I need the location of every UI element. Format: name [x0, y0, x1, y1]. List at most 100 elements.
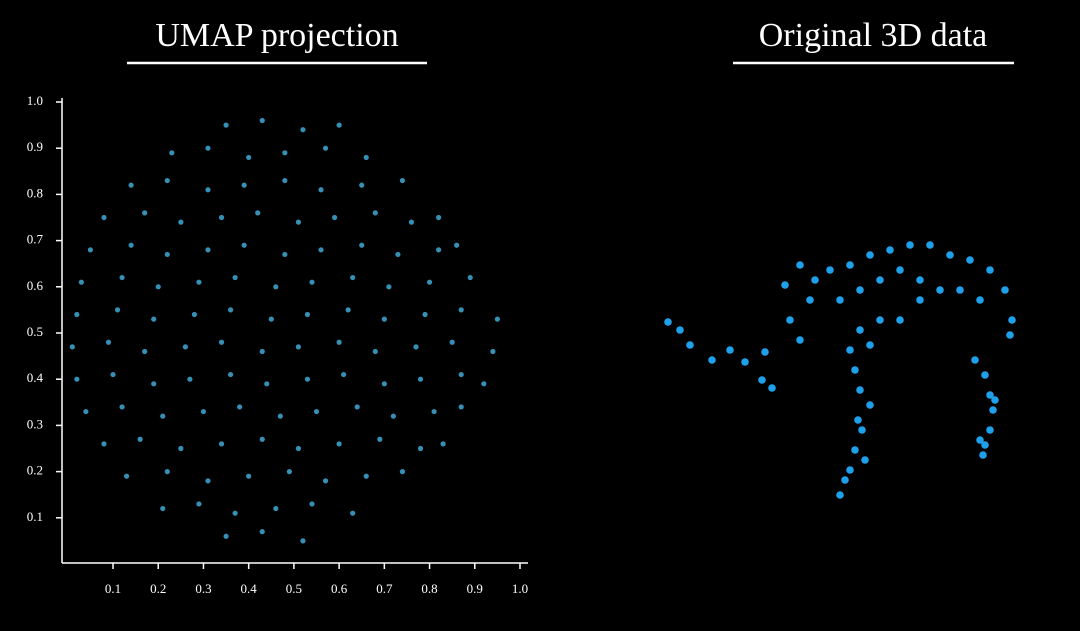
point	[232, 510, 238, 516]
point	[906, 241, 914, 249]
point	[708, 356, 716, 364]
point	[218, 214, 225, 221]
point	[169, 150, 175, 156]
point	[196, 279, 202, 285]
point	[372, 348, 378, 355]
point	[413, 344, 419, 350]
point	[350, 274, 356, 281]
point	[390, 413, 396, 419]
point	[856, 386, 864, 394]
point	[322, 145, 329, 151]
point	[182, 344, 188, 350]
point	[205, 478, 211, 484]
point	[354, 404, 360, 410]
point	[160, 413, 166, 419]
point	[436, 247, 442, 253]
y-tick-label: 0.1	[27, 509, 43, 524]
point	[237, 404, 243, 410]
point	[205, 187, 211, 193]
y-tick-label: 0.8	[27, 185, 43, 200]
point	[986, 426, 994, 434]
y-tick-label: 0.7	[27, 232, 44, 247]
point	[255, 210, 261, 216]
point	[886, 246, 894, 254]
point	[836, 491, 844, 499]
point	[796, 336, 804, 344]
y-tick-label: 0.3	[27, 416, 43, 431]
point	[417, 445, 424, 452]
point	[259, 117, 265, 124]
point	[223, 122, 229, 128]
point	[408, 219, 415, 225]
point	[381, 381, 387, 387]
y-tick-label: 1.0	[27, 93, 43, 108]
point	[187, 376, 193, 382]
point	[313, 408, 320, 415]
point	[155, 284, 161, 290]
point	[806, 296, 814, 304]
point	[426, 279, 433, 285]
point	[151, 316, 157, 322]
point	[331, 214, 338, 221]
point	[856, 326, 864, 334]
point	[282, 177, 288, 184]
point	[336, 441, 342, 447]
point	[395, 251, 401, 258]
point	[359, 242, 365, 248]
point	[458, 404, 464, 410]
point	[268, 316, 274, 322]
point	[232, 274, 238, 281]
point	[896, 266, 904, 274]
point	[741, 358, 749, 366]
point	[295, 219, 302, 225]
x-tick-label: 0.6	[331, 581, 348, 596]
point	[417, 376, 424, 382]
point	[218, 441, 225, 447]
point	[490, 348, 496, 355]
point	[981, 371, 989, 379]
point	[295, 445, 302, 452]
point	[74, 311, 80, 318]
point	[259, 436, 265, 442]
point	[241, 242, 247, 248]
point	[1001, 286, 1009, 294]
point	[458, 307, 464, 313]
point	[196, 501, 202, 507]
point	[758, 376, 766, 384]
original-title: Original 3D data	[759, 17, 988, 54]
point	[846, 261, 854, 269]
point	[986, 266, 994, 274]
umap-title: UMAP projection	[155, 17, 398, 54]
point	[200, 408, 207, 415]
point	[786, 316, 794, 324]
point	[83, 408, 89, 415]
point	[304, 311, 311, 318]
point	[976, 436, 984, 444]
point	[309, 501, 315, 507]
x-tick-label: 0.9	[467, 581, 483, 596]
point	[304, 376, 311, 382]
x-tick-label: 0.2	[150, 581, 166, 596]
point	[318, 247, 324, 253]
point	[467, 274, 473, 281]
point	[676, 326, 684, 334]
point	[78, 279, 84, 285]
point	[119, 404, 125, 410]
y-tick-label: 0.2	[27, 463, 43, 478]
point	[854, 416, 862, 424]
point	[372, 210, 378, 216]
point	[128, 242, 134, 248]
point	[377, 436, 383, 442]
point	[191, 311, 198, 318]
point	[119, 274, 125, 281]
point	[686, 341, 694, 349]
point	[979, 451, 987, 459]
point	[74, 376, 80, 382]
point	[876, 316, 884, 324]
point	[454, 242, 460, 248]
point	[223, 533, 229, 539]
point	[259, 529, 265, 535]
point	[246, 154, 252, 161]
point	[458, 371, 464, 378]
